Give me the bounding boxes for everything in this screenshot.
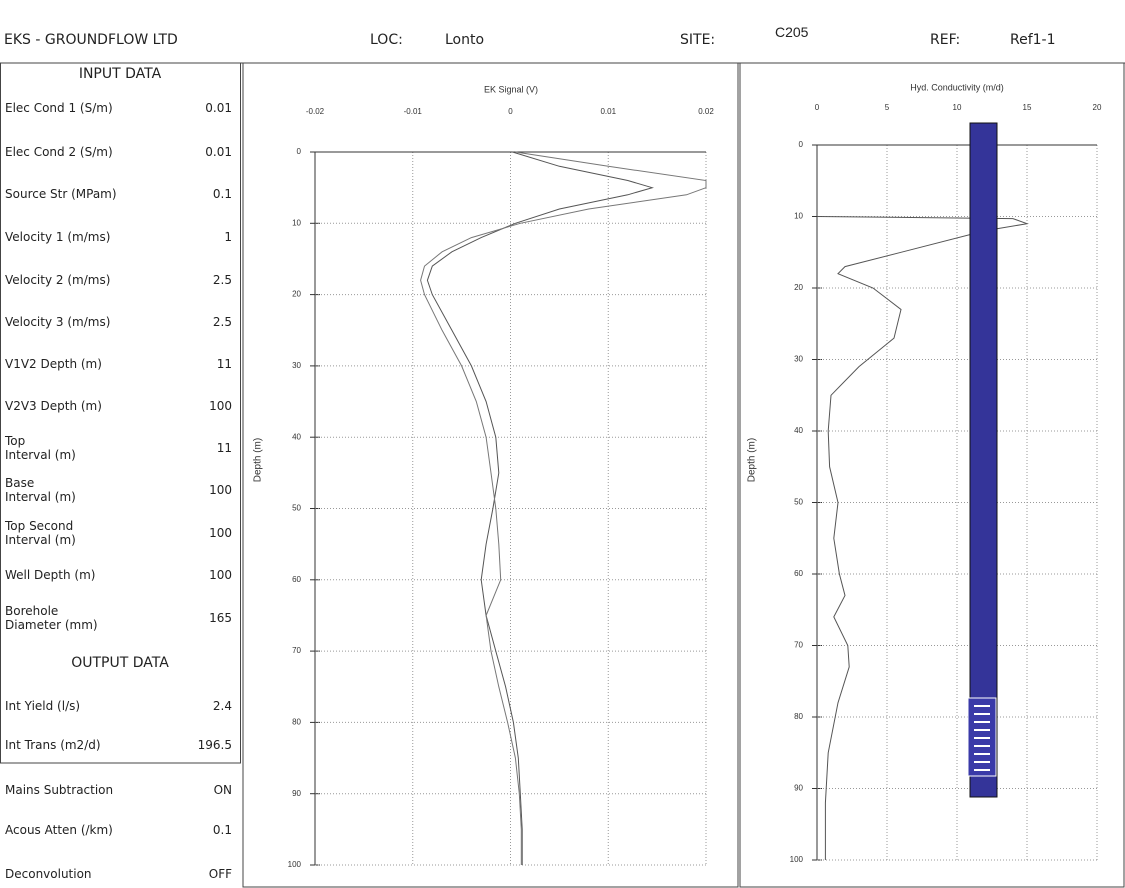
row-value: 0.1	[212, 187, 232, 201]
section-title: OUTPUT DATA	[71, 655, 169, 671]
y-tick-label: 90	[292, 789, 301, 798]
company: EKS - GROUNDFLOW LTD	[4, 32, 178, 48]
row-value: 196.5	[197, 738, 232, 752]
y-tick-label: 100	[288, 860, 302, 869]
row-label: Velocity 1 (m/ms)	[5, 230, 111, 244]
row-value: 100	[209, 568, 232, 582]
row-value: 1	[224, 230, 232, 244]
site: C205	[775, 24, 809, 40]
row-label: V1V2 Depth (m)	[5, 357, 102, 371]
x-tick-label: 10	[953, 103, 962, 112]
row-value: 2.5	[212, 315, 232, 329]
y-tick-label: 20	[292, 290, 301, 299]
y-tick-label: 50	[292, 504, 301, 513]
y-tick-label: 50	[794, 498, 803, 507]
y-axis-label: Depth (m)	[253, 438, 264, 482]
y-tick-label: 100	[790, 855, 804, 864]
row-value: 11	[216, 441, 232, 455]
x-tick-label: 0.02	[698, 107, 714, 116]
row-label: Acous Atten (/km)	[5, 823, 113, 837]
profile-line	[426, 151, 654, 865]
x-tick-label: 5	[885, 103, 890, 112]
section-title: INPUT DATA	[78, 66, 162, 82]
y-tick-label: 40	[292, 432, 301, 441]
row-label: Well Depth (m)	[5, 568, 96, 582]
row-value: 2.5	[212, 273, 232, 287]
x-tick-label: 0	[815, 103, 820, 112]
row-value: 2.4	[212, 699, 232, 713]
row-value: 11	[216, 357, 232, 371]
row-value: 0.1	[212, 823, 232, 837]
y-tick-label: 90	[794, 784, 803, 793]
x-tick-label: 20	[1093, 103, 1102, 112]
y-tick-label: 30	[292, 361, 301, 370]
row-value: 100	[209, 399, 232, 413]
profile-line	[816, 216, 1029, 860]
well-casing	[969, 122, 998, 798]
chart-title: Hyd. Conductivity (m/d)	[910, 82, 1004, 92]
loc: Lonto	[445, 32, 485, 48]
row-value: 0.01	[205, 145, 232, 159]
y-tick-label: 70	[292, 646, 301, 655]
y-tick-label: 0	[297, 147, 302, 156]
loc-label: LOC:	[370, 32, 403, 48]
row-label: Top Second Interval (m)	[5, 519, 76, 547]
x-tick-label: -0.01	[404, 107, 423, 116]
y-tick-label: 10	[292, 218, 301, 227]
row-label: Top Interval (m)	[5, 434, 76, 462]
y-tick-label: 70	[794, 641, 803, 650]
row-label: Mains Subtraction	[5, 783, 114, 797]
row-value: OFF	[208, 867, 232, 881]
y-tick-label: 60	[794, 569, 803, 578]
row-label: Borehole Diameter (mm)	[5, 604, 98, 632]
y-tick-label: 60	[292, 575, 301, 584]
y-tick-label: 20	[794, 283, 803, 292]
y-tick-label: 0	[799, 140, 804, 149]
x-tick-label: 0	[508, 107, 513, 116]
row-label: Deconvolution	[5, 867, 92, 881]
row-label: Velocity 2 (m/ms)	[5, 273, 111, 287]
row-label: Velocity 3 (m/ms)	[5, 315, 111, 329]
row-value: ON	[213, 783, 232, 797]
row-value: 100	[209, 483, 232, 497]
row-label: Int Yield (l/s)	[5, 699, 81, 713]
row-value: 0.01	[205, 101, 232, 115]
row-label: Elec Cond 1 (S/m)	[5, 101, 113, 115]
row-label: Int Trans (m2/d)	[5, 738, 101, 752]
row-label: Elec Cond 2 (S/m)	[5, 145, 113, 159]
profile-line	[420, 151, 707, 865]
chart-frame	[739, 62, 1125, 888]
x-tick-label: -0.02	[306, 107, 325, 116]
y-axis-label: Depth (m)	[747, 438, 758, 482]
chart-title: EK Signal (V)	[484, 84, 538, 94]
row-label: Base Interval (m)	[5, 476, 76, 504]
y-tick-label: 10	[794, 212, 803, 221]
y-tick-label: 80	[794, 712, 803, 721]
x-tick-label: 15	[1023, 103, 1032, 112]
chart-frame	[242, 62, 739, 888]
ref-label: REF:	[930, 32, 961, 48]
data-box	[0, 62, 241, 764]
y-tick-label: 80	[292, 718, 301, 727]
x-tick-label: 0.01	[600, 107, 616, 116]
row-value: 165	[209, 611, 232, 625]
row-label: V2V3 Depth (m)	[5, 399, 102, 413]
row-value: 100	[209, 526, 232, 540]
y-tick-label: 40	[794, 426, 803, 435]
row-label: Source Str (MPam)	[5, 187, 117, 201]
y-tick-label: 30	[794, 355, 803, 364]
site-label: SITE:	[680, 32, 716, 48]
ref: Ref1-1	[1010, 32, 1056, 48]
